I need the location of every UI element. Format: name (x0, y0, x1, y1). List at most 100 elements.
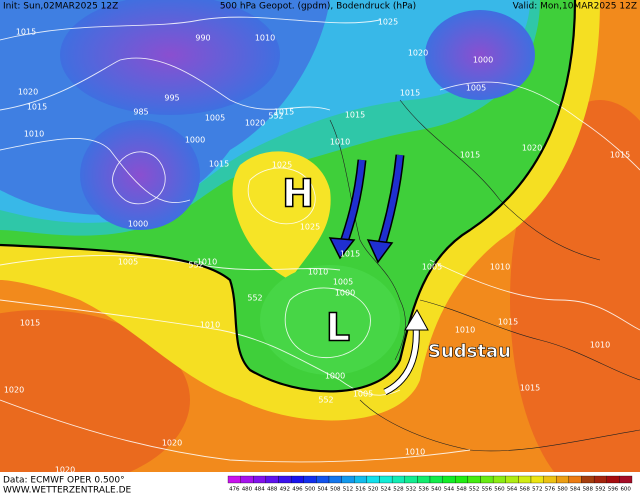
colorbar-tick-label: 552 (469, 487, 480, 493)
colorbar-cell (568, 475, 582, 484)
colorbar-cell (442, 475, 456, 484)
colorbar-cell (505, 475, 519, 484)
colorbar-tick-label: 512 (343, 487, 354, 493)
high-pressure-label: H (282, 172, 314, 216)
data-source: Data: ECMWF OPER 0.500° (3, 476, 125, 486)
colorbar-cell (619, 475, 633, 484)
colorbar-cell (253, 475, 267, 484)
colorbar-tick-label: 576 (545, 487, 556, 493)
contour-552 (0, 0, 577, 393)
init-time: Init: Sun,02MAR2025 12Z (3, 2, 118, 12)
colorbar-tick-label: 564 (507, 487, 518, 493)
isobar-label: 1010 (490, 263, 510, 272)
isobar-label: 990 (195, 34, 210, 43)
isobar-label: 1010 (330, 138, 350, 147)
colorbar-cell (265, 475, 279, 484)
isobar-label: 1025 (300, 223, 320, 232)
isobar-label: 1005 (118, 258, 138, 267)
isobar-label: 1000 (325, 372, 345, 381)
map-title: 500 hPa Geopot. (gpdm), Bodendruck (hPa) (220, 2, 416, 12)
flow-arrows (328, 154, 429, 396)
isobar-label: 1025 (378, 18, 398, 27)
colorbar-tick-label: 508 (330, 487, 341, 493)
colorbar-tick-label: 484 (254, 487, 265, 493)
colorbar-tick-label: 556 (482, 487, 493, 493)
colorbar-cell (316, 475, 330, 484)
isobar-label: 1010 (255, 34, 275, 43)
colorbar-cell (543, 475, 557, 484)
isobar-label: 552 (268, 112, 283, 121)
colorbar-cell (606, 475, 620, 484)
valid-time: Valid: Mon,10MAR2025 12Z (513, 2, 637, 12)
isobar-label: 1015 (274, 108, 294, 117)
colorbar-tick-label: 488 (267, 487, 278, 493)
colorbar-cell (278, 475, 292, 484)
colorbar-cell (328, 475, 342, 484)
colorbar-tick-label: 592 (595, 487, 606, 493)
isobars (0, 16, 640, 463)
colorbar-tick-label: 520 (368, 487, 379, 493)
isobar-label: 985 (133, 108, 148, 117)
isobar-label: 552 (247, 294, 262, 303)
isobar-label: 995 (164, 94, 179, 103)
isobar-label: 1005 (333, 278, 353, 287)
isobar-label: 1015 (460, 151, 480, 160)
isobar-label: 1020 (162, 439, 182, 448)
colorbar-tick-label: 540 (431, 487, 442, 493)
isobar-label: 1005 (353, 390, 373, 399)
colorbar-cell (593, 475, 607, 484)
isobar-label: 1015 (498, 318, 518, 327)
colorbar-tick-label: 524 (381, 487, 392, 493)
colorbar-tick-label: 492 (280, 487, 291, 493)
colorbar-tick-label: 600 (620, 487, 631, 493)
isobar-label: 1015 (345, 111, 365, 120)
isobar-label: 1015 (209, 160, 229, 169)
isobar-label: 1010 (197, 258, 217, 267)
isobar-label: 1015 (340, 250, 360, 259)
colorbar-cell (391, 475, 405, 484)
colorbar-cell (556, 475, 570, 484)
colorbar-cell (455, 475, 469, 484)
colorbar-tick-label: 528 (393, 487, 404, 493)
isobar-label: 1020 (55, 466, 75, 475)
colorbar-tick-label: 496 (292, 487, 303, 493)
colorbar-tick-label: 580 (557, 487, 568, 493)
colorbar-tick-label: 568 (519, 487, 530, 493)
isobar-label: 1010 (405, 448, 425, 457)
isobar-label: 1010 (308, 268, 328, 277)
colorbar-cell (530, 475, 544, 484)
colorbar-tick-label: 500 (305, 487, 316, 493)
isobar-label: 1005 (466, 84, 486, 93)
isobar-label: 1020 (245, 119, 265, 128)
isobar-label: 1020 (522, 144, 542, 153)
colorbar-cell (492, 475, 506, 484)
isobar-label: 1015 (27, 103, 47, 112)
colorbar-tick-label: 480 (242, 487, 253, 493)
isobar-label: 1010 (455, 326, 475, 335)
isobar-label: 1015 (16, 28, 36, 37)
colorbar-cell (429, 475, 443, 484)
colorbar-tick-label: 532 (406, 487, 417, 493)
website: WWW.WETTERZENTRALE.DE (3, 486, 132, 495)
colorbar: 476 480 484 488 492 496 500 504 508 512 516 520 524 5… (227, 475, 633, 493)
colorbar-tick-label: 596 (608, 487, 619, 493)
annotation: Sudstau (428, 341, 511, 362)
colorbar-tick-label: 536 (418, 487, 429, 493)
borders (329, 99, 640, 452)
isobar-label: 1000 (473, 56, 493, 65)
colorbar-cell (227, 475, 241, 484)
isobar-label: 552 (318, 396, 333, 405)
isobar-label: 1025 (272, 161, 292, 170)
colorbar-cell (290, 475, 304, 484)
isobar-label: 1015 (400, 89, 420, 98)
colorbar-tick-label: 544 (444, 487, 455, 493)
isobar-label: 1020 (408, 49, 428, 58)
colorbar-cell (480, 475, 494, 484)
isobar-label: 1015 (520, 384, 540, 393)
isobar-label: 1000 (128, 220, 148, 229)
colorbar-tick-label: 584 (570, 487, 581, 493)
colorbar-tick-label: 476 (229, 487, 240, 493)
isobar-label: 1015 (20, 319, 40, 328)
isobar-label: 1020 (4, 386, 24, 395)
